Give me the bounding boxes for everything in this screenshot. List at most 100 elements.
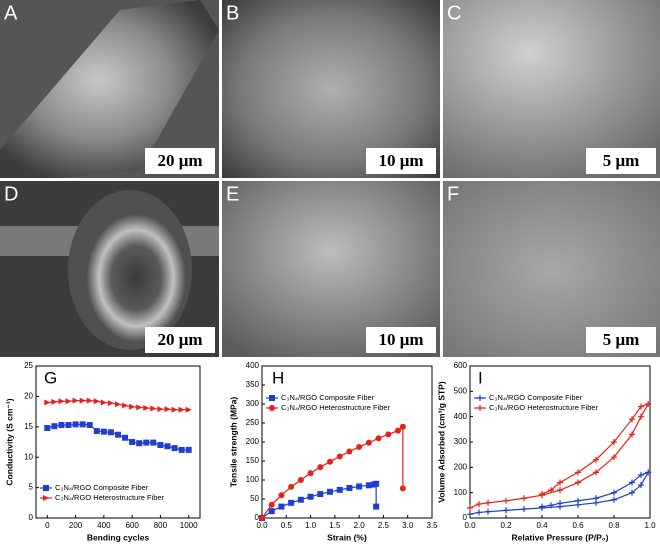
- marker: [346, 484, 353, 491]
- series-line: [469, 402, 650, 509]
- scale-bar-label: 20 μm: [157, 330, 202, 349]
- marker: [593, 456, 599, 463]
- x-axis-label: Bending cycles: [87, 532, 150, 542]
- marker: [86, 421, 93, 428]
- y-tick-label: 0: [255, 513, 260, 522]
- series-line: [469, 471, 650, 515]
- x-tick-label: 0.0: [256, 521, 268, 530]
- marker: [395, 427, 401, 434]
- marker: [593, 469, 599, 476]
- marker: [58, 398, 65, 405]
- y-tick-label: 200: [454, 462, 468, 471]
- x-tick-label: 1.0: [644, 521, 656, 530]
- marker: [143, 404, 150, 411]
- marker: [58, 421, 65, 428]
- y-tick-label: 600: [454, 361, 468, 370]
- marker: [375, 435, 382, 442]
- marker: [185, 406, 192, 413]
- x-tick-label: 0.8: [608, 521, 620, 530]
- panel-label: B: [226, 2, 239, 24]
- marker: [150, 439, 157, 446]
- marker: [485, 508, 491, 515]
- marker: [44, 399, 51, 406]
- marker: [115, 431, 121, 438]
- marker: [51, 398, 58, 405]
- x-tick-label: 0: [45, 521, 50, 530]
- y-tick-label: 350: [246, 380, 260, 389]
- y-tick-label: 200: [246, 437, 260, 446]
- marker: [136, 404, 143, 411]
- marker: [476, 501, 482, 508]
- x-tick-label: 0.0: [464, 521, 476, 530]
- panel-label: I: [478, 368, 483, 387]
- marker: [503, 497, 509, 504]
- legend-label: C₃N₄/RGO Heterostructure Fiber: [55, 493, 165, 502]
- scale-bar-box: [366, 148, 436, 174]
- panel-label: D: [4, 183, 18, 205]
- y-tick-label: 100: [454, 488, 468, 497]
- marker: [317, 491, 324, 498]
- marker: [43, 495, 49, 501]
- marker: [43, 485, 49, 491]
- marker: [521, 495, 527, 502]
- legend-label: C₃N₄/RGO Heterostructure Fiber: [489, 403, 599, 412]
- y-tick-label: 0: [29, 513, 34, 522]
- marker: [107, 429, 114, 436]
- marker: [122, 434, 129, 441]
- scale-bar-box: [366, 327, 436, 353]
- marker: [44, 425, 51, 432]
- marker: [336, 486, 343, 493]
- marker: [645, 469, 652, 476]
- y-tick-label: 0: [463, 513, 468, 522]
- marker: [336, 453, 343, 460]
- marker: [259, 515, 265, 521]
- marker: [107, 400, 114, 407]
- scale-bar-box: [145, 327, 215, 353]
- scale-bar-label: 20 μm: [157, 151, 202, 170]
- marker: [122, 402, 129, 409]
- scale-bar-label: 5 μm: [603, 330, 640, 349]
- marker: [171, 445, 178, 452]
- plot-frame: [35, 365, 201, 519]
- marker: [638, 471, 644, 478]
- plot-frame: [261, 365, 433, 519]
- marker: [373, 480, 380, 487]
- marker: [171, 406, 178, 413]
- marker: [100, 428, 107, 435]
- marker: [629, 489, 635, 496]
- marker: [356, 483, 363, 490]
- marker: [539, 503, 545, 510]
- x-tick-label: 2.0: [354, 521, 366, 530]
- marker: [399, 423, 406, 430]
- marker: [638, 413, 644, 420]
- marker: [365, 482, 372, 489]
- x-tick-label: 1000: [180, 521, 198, 530]
- marker: [268, 508, 275, 515]
- marker: [611, 489, 617, 496]
- marker: [307, 493, 314, 500]
- panel-label: G: [44, 368, 57, 387]
- marker: [467, 504, 473, 511]
- marker: [178, 446, 185, 453]
- y-tick-label: 15: [24, 422, 33, 431]
- panel-label: F: [447, 183, 459, 205]
- plot-frame: [469, 365, 651, 519]
- fiber-shape: [0, 0, 219, 178]
- fiber-shape: [68, 190, 192, 350]
- y-tick-label: 10: [24, 452, 33, 461]
- y-tick-label: 50: [250, 494, 259, 503]
- marker: [611, 454, 617, 461]
- marker: [79, 421, 86, 428]
- y-tick-label: 150: [246, 456, 260, 465]
- marker: [79, 397, 86, 404]
- marker: [629, 416, 635, 423]
- marker: [575, 469, 581, 476]
- x-tick-label: 0.2: [500, 521, 512, 530]
- marker: [268, 501, 275, 508]
- marker: [356, 443, 363, 450]
- legend-label: C₃N₄/RGO Composite Fiber: [489, 393, 583, 402]
- marker: [539, 490, 545, 497]
- marker: [317, 464, 324, 471]
- marker: [100, 399, 107, 406]
- x-tick-label: 1.0: [305, 521, 317, 530]
